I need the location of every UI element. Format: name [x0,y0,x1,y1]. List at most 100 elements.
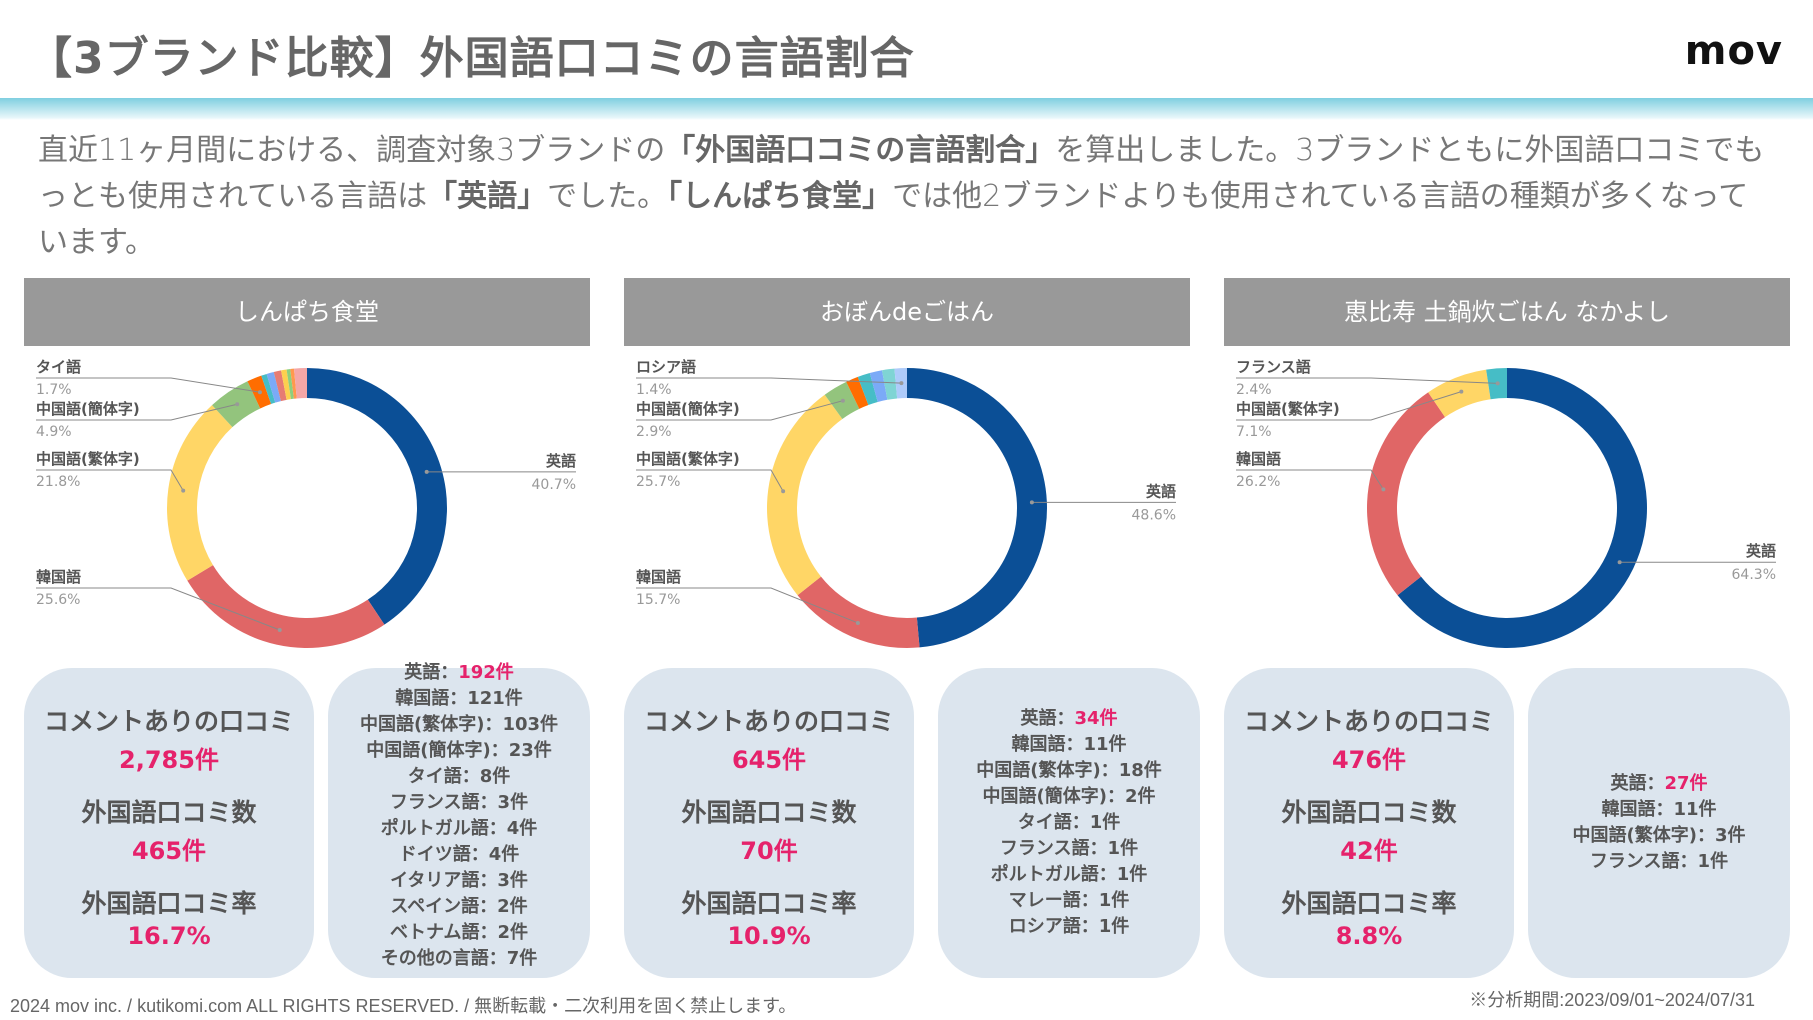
slice-label-pct: 7.1% [1236,424,1272,440]
leader-dot [235,402,240,407]
slice-label-name: 中国語(簡体字) [36,400,140,418]
language-count: 27件 [1664,773,1708,794]
foreign-count-label: 外国語口コミ数 [1281,798,1457,827]
header-divider-band [0,98,1813,120]
language-list: 英語：34件 韓国語：11件 中国語(繁体字)：18件 中国語(簡体字)：2件 タイ語：… [938,668,1200,978]
language-count-row: タイ語：8件 [328,764,590,790]
comments-with-text-label: コメントありの口コミ [43,707,294,736]
language-count: 1件 [1098,916,1130,937]
language-name: その他の言語： [380,948,507,969]
donut-slice [907,368,1047,648]
language-name: スペイン語： [390,896,498,917]
language-count: 18件 [1118,760,1162,781]
brand-header: おぼんdeごはん [624,278,1190,346]
donut-slice [286,369,294,400]
language-name: 中国語(繁体字)： [976,760,1119,781]
language-count: 4件 [488,844,520,865]
donut-slice [767,394,843,596]
slice-label-pct: 1.7% [36,382,72,398]
donut-slice [846,376,869,409]
slice-label-pct: 26.2% [1236,474,1280,490]
donut-slice [261,373,276,405]
language-count-row: 中国語(繁体字)：18件 [938,758,1200,784]
slice-label-name: 韓国語 [36,568,81,586]
intro-text: 直近11ヶ月間における、調査対象3ブランドの「外国語口コミの言語割合」を算出しま… [38,128,1778,266]
donut-slice [167,405,233,581]
language-count: 2件 [497,922,528,943]
leader-dot [1459,389,1464,394]
intro-highlight: 「外国語口コミの言語割合」 [665,133,1056,168]
donut-chart-svg: ロシア語 1.4% 中国語(簡体字) 2.9% 中国語(繁体字) 25.7% 韓国語 15.7… [636,358,1176,648]
language-count-row: 韓国語：11件 [1528,797,1790,823]
language-name: 韓国語： [395,688,468,709]
brand-panel-obon: おぼんdeごはん ロシア語 1.4% 中国語(簡体字) 2.9% 中国語(繁体字) 25.… [624,278,1200,978]
leader-line [36,587,280,631]
language-count-box: 英語：34件 韓国語：11件 中国語(繁体字)：18件 中国語(簡体字)：2件 タイ語：… [938,668,1200,978]
language-count-row: フランス語：3件 [328,790,590,816]
language-count: 3件 [1714,825,1746,846]
slice-label-pct: 2.9% [636,424,672,440]
leader-dot [181,488,186,493]
language-count-row: スペイン語：2件 [328,894,590,920]
slice-label-pct: 64.3% [1732,567,1776,583]
language-name: フランス語： [389,792,498,813]
slice-label-name: フランス語 [1236,358,1311,376]
donut-chart-svg: タイ語 1.7% 中国語(簡体字) 4.9% 中国語(繁体字) 21.8% 韓国語 25.6%… [36,358,576,648]
leader-line [636,400,844,421]
language-count: 7件 [506,948,538,969]
leader-line [636,587,859,624]
donut-chart-svg: フランス語 2.4% 中国語(繁体字) 7.1% 韓国語 26.2% 英語 64.3% [1236,358,1776,648]
leader-dot [1029,500,1034,505]
donut-slice [266,371,281,403]
leader-line [36,469,184,491]
comments-with-text-value: 476件 [1331,746,1407,774]
leader-dot [1495,381,1500,386]
leader-dot [1617,560,1622,565]
language-name: ドイツ語： [398,844,489,865]
language-count: 4件 [506,818,538,839]
language-count-row: 英語：27件 [1528,771,1790,797]
language-count-row: 中国語(繁体字)：103件 [328,712,590,738]
language-name: 韓国語： [1601,799,1674,820]
donut-chart: ロシア語 1.4% 中国語(簡体字) 2.9% 中国語(繁体字) 25.7% 韓国語 15.7… [624,346,1190,668]
page-header: 【3ブランド比較】外国語口コミの言語割合 mov [0,0,1813,98]
leader-dot [840,398,845,403]
donut-slice [1428,369,1491,418]
language-count: 8件 [479,766,511,787]
leader-line [636,469,784,492]
language-count-row: フランス語：1件 [1528,849,1790,875]
slice-label-name: 中国語(繁体字) [636,450,740,468]
language-count: 1件 [1107,838,1139,859]
language-count: 3件 [497,870,528,891]
language-count-row: イタリア語：3件 [328,868,590,894]
foreign-rate-label: 外国語口コミ率 [81,889,257,918]
language-count-row: ロシア語：1件 [938,914,1200,940]
language-name: 中国語(簡体字)： [982,786,1125,807]
page-title: 【3ブランド比較】外国語口コミの言語割合 [28,33,915,84]
leader-dot [257,390,262,395]
foreign-rate-label: 外国語口コミ率 [681,889,857,918]
leader-dot [424,469,429,474]
language-count: 34件 [1074,708,1118,729]
slice-label-pct: 15.7% [636,592,680,608]
foreign-rate-value: 10.9% [727,922,811,950]
leader-line [36,403,238,421]
slice-label-pct: 48.6% [1132,507,1176,523]
language-name: ベトナム語： [390,922,498,943]
comments-with-text-value: 645件 [731,746,807,774]
language-name: マレー語： [1008,890,1099,911]
donut-slice [290,368,297,399]
language-count-box: 英語：192件 韓国語：121件 中国語(繁体字)：103件 中国語(簡体字)：23件… [328,662,590,978]
leader-dot [277,627,282,632]
donut-slice [293,368,307,399]
donut-slice [882,368,898,400]
language-name: ポルトガル語： [380,818,507,839]
language-count-box: 英語：27件 韓国語：11件 中国語(繁体字)：3件 フランス語：1件 [1528,668,1790,978]
language-count-row: 英語：34件 [938,706,1200,732]
language-count-row: ドイツ語：4件 [328,842,590,868]
language-count: 192件 [458,662,514,683]
language-name: 韓国語： [1011,734,1084,755]
foreign-count-value: 42件 [1340,837,1398,865]
language-count: 23件 [508,740,552,761]
language-name: タイ語： [407,766,480,787]
